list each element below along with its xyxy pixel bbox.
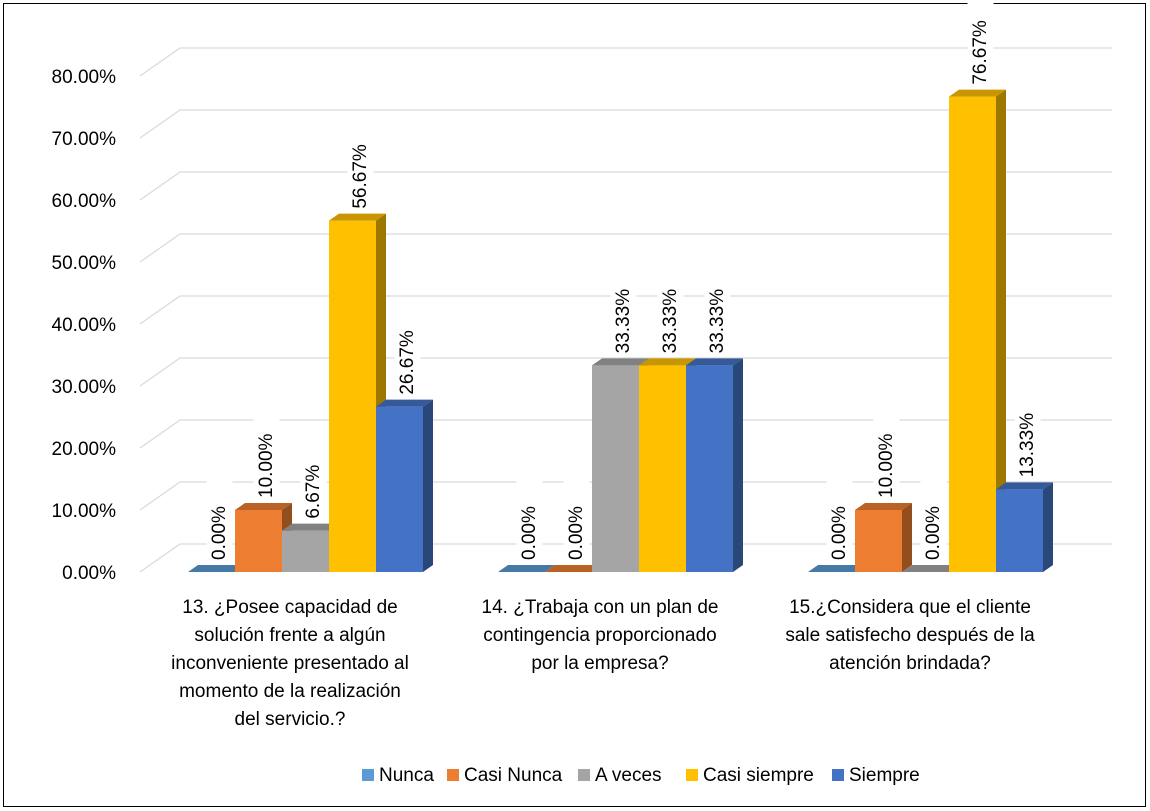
- bar: [188, 565, 245, 573]
- data-label-background: [394, 312, 421, 393]
- legend-item: A veces: [578, 765, 662, 786]
- legend-swatch: [578, 769, 590, 781]
- y-tick-label: 60.00%: [52, 191, 117, 212]
- legend-label: A veces: [595, 765, 662, 786]
- data-label-background: [610, 271, 637, 352]
- data-label: 33.33%: [613, 289, 634, 354]
- bar: [808, 565, 865, 573]
- gridline: [139, 233, 1112, 263]
- data-label: 33.33%: [707, 289, 728, 354]
- data-label-background: [704, 271, 731, 352]
- data-label-background: [657, 271, 684, 352]
- legend-item: Casi Nunca: [447, 765, 563, 786]
- gridline: [139, 109, 1112, 139]
- data-label: 6.67%: [303, 465, 324, 519]
- y-tick-label: 40.00%: [52, 315, 117, 336]
- data-label-background: [826, 478, 853, 558]
- category-label: del servicio.?: [235, 709, 346, 730]
- data-label-background: [347, 126, 374, 207]
- category-labels: 13. ¿Posee capacidad de solución frente a…: [171, 597, 1035, 730]
- data-label: 13.33%: [1017, 413, 1038, 478]
- legend-item: Nunca: [362, 765, 434, 786]
- legend-swatch: [362, 769, 374, 781]
- data-label-background: [563, 478, 590, 558]
- y-tick-label: 30.00%: [52, 377, 117, 398]
- bar: [855, 503, 912, 572]
- gridlines: [139, 47, 1112, 573]
- y-tick-label: 50.00%: [52, 253, 117, 274]
- category-label: solución frente a algún: [194, 625, 385, 646]
- bar: [996, 482, 1053, 572]
- category-label: 14. ¿Trabaja con un plan de: [482, 597, 719, 618]
- gridline: [139, 171, 1112, 201]
- legend-item: Siempre: [832, 765, 920, 786]
- y-tick-label: 20.00%: [52, 439, 117, 460]
- y-tick-label: 70.00%: [52, 129, 117, 150]
- bar: [545, 565, 602, 573]
- gridline: [139, 295, 1112, 325]
- legend-item: Casi siempre: [686, 765, 814, 786]
- data-label-background: [967, 2, 994, 83]
- data-label-background: [516, 478, 543, 558]
- gridline: [139, 543, 1112, 573]
- bar: [949, 89, 1006, 573]
- category-label: sale satisfecho después de la: [785, 625, 1035, 646]
- legend-label: Casi Nunca: [464, 765, 563, 786]
- data-label-background: [920, 478, 947, 558]
- data-label-background: [206, 478, 233, 558]
- data-label: 56.67%: [350, 144, 371, 209]
- data-label: 26.67%: [397, 330, 418, 395]
- gridline: [139, 47, 1112, 77]
- data-label: 76.67%: [970, 20, 991, 85]
- gridline: [139, 357, 1112, 387]
- legend-label: Casi siempre: [703, 765, 814, 786]
- data-label: 10.00%: [256, 433, 277, 498]
- legend-label: Siempre: [849, 765, 920, 786]
- y-tick-label: 80.00%: [52, 67, 117, 88]
- category-label: por la empresa?: [531, 653, 668, 674]
- legend-label: Nunca: [379, 765, 434, 786]
- category-label: 15.¿Considera que el cliente: [789, 597, 1031, 618]
- category-label: atención brindada?: [829, 653, 991, 674]
- data-label: 0.00%: [566, 506, 587, 560]
- data-label: 33.33%: [660, 289, 681, 354]
- legend-swatch: [832, 769, 844, 781]
- category-label: 13. ¿Posee capacidad de: [182, 597, 398, 618]
- y-axis-ticks: 0.00% 10.00% 20.00% 30.00% 40.00% 50.00% 60.00…: [52, 67, 117, 584]
- legend-swatch: [686, 769, 698, 781]
- data-label-background: [300, 436, 327, 517]
- bars: [188, 89, 1053, 573]
- data-label: 10.00%: [876, 433, 897, 498]
- legend-swatch: [447, 769, 459, 781]
- data-label-background: [253, 416, 280, 496]
- gridline: [139, 481, 1112, 511]
- bar: [498, 565, 555, 573]
- data-label-background: [1014, 395, 1041, 476]
- data-labels: 0.00% 10.00% 6.67% 56.67% 26.67% 0.00% 0.00% 33…: [206, 2, 1041, 560]
- y-tick-label: 0.00%: [62, 563, 116, 584]
- legend: Nunca Casi Nunca A veces Casi siempre Siempr…: [362, 765, 920, 786]
- bar: [376, 399, 433, 572]
- data-label: 0.00%: [209, 506, 230, 560]
- bar: [329, 213, 386, 572]
- data-label-background: [873, 416, 900, 496]
- category-label: inconveniente presentado al: [171, 653, 409, 674]
- data-label: 0.00%: [829, 506, 850, 560]
- data-label: 0.00%: [923, 506, 944, 560]
- y-tick-label: 10.00%: [52, 501, 117, 522]
- category-label: contingencia proporcionado: [483, 625, 716, 646]
- category-label: momento de la realización: [179, 681, 401, 702]
- bar: [902, 565, 959, 573]
- data-label: 0.00%: [519, 506, 540, 560]
- gridline: [139, 419, 1112, 449]
- bar: [686, 358, 743, 572]
